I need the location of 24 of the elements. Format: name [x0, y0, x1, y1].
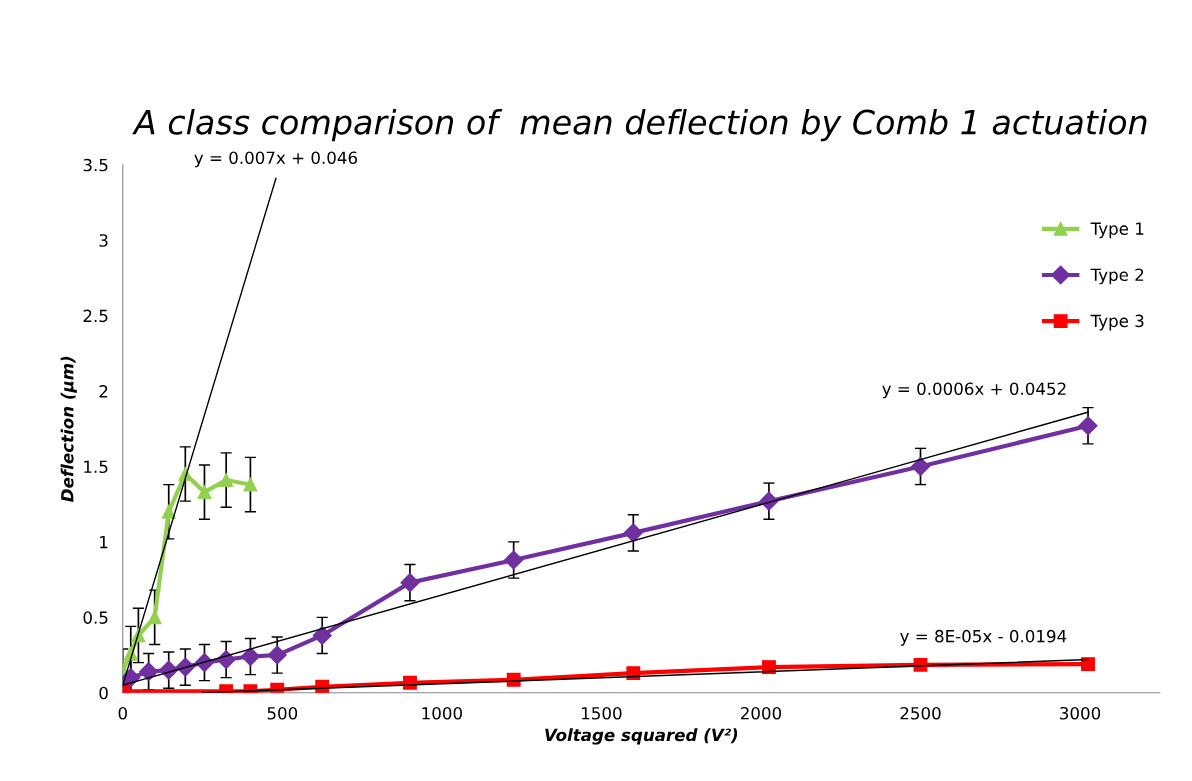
y-tick-label: 0	[99, 686, 108, 700]
y-tick-label: 1.5	[84, 460, 108, 474]
x-tick-label: 1500	[582, 706, 622, 720]
chart-title: A class comparison of mean deflection by Comb 1 actuation	[132, 108, 1147, 142]
legend-label: Type 1	[1090, 222, 1144, 239]
y-tick-label: 0.5	[83, 611, 108, 624]
legend-label: Type 2	[1090, 268, 1144, 285]
legend-label: Type 3	[1090, 314, 1144, 331]
x-tick-label: 2000	[740, 706, 782, 720]
x-tick-label: 1000	[422, 706, 462, 720]
y-tick-label: 2	[99, 385, 108, 398]
y-tick-label: 1	[100, 536, 108, 549]
x-tick-label: 2500	[900, 706, 941, 720]
y-tick-label: 3	[99, 234, 108, 247]
x-tick-label: 500	[267, 706, 298, 720]
y-tick-label: 3.5	[83, 158, 108, 172]
x-tick-label: 3000	[1060, 706, 1101, 720]
x-axis-title: Voltage squared (V²)	[545, 728, 738, 745]
x-tick-label: 0	[118, 706, 127, 720]
annotation: y = 0.007x + 0.046	[194, 151, 358, 168]
annotation: y = 8E-05x - 0.0194	[900, 629, 1067, 646]
y-tick-label: 2.5	[83, 309, 108, 323]
y-axis-title: Deflection (μm)	[60, 356, 77, 502]
annotation: y = 0.0006x + 0.0452	[882, 382, 1066, 399]
